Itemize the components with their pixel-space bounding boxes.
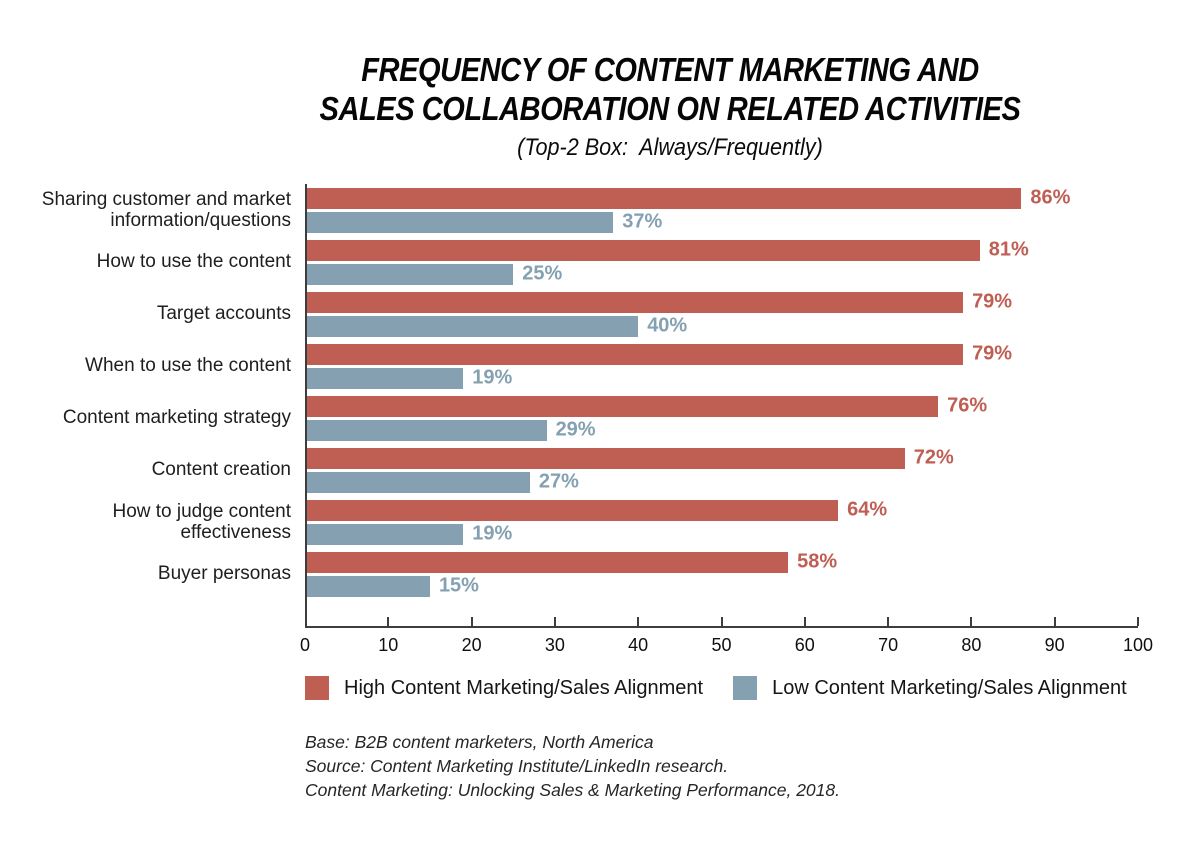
tick-mark <box>803 617 806 626</box>
category-row: Target accounts 79% 40% <box>30 288 1138 340</box>
bar-low: 15% <box>305 575 479 597</box>
bar-low: 19% <box>305 523 512 545</box>
bar-group: 86% 37% <box>305 184 1138 236</box>
x-axis-labels: 0 10 20 30 40 50 60 70 80 90 100 <box>30 628 1153 660</box>
plot-area: Sharing customer and market information/… <box>30 184 1139 628</box>
legend-label-high: High Content Marketing/Sales Alignment <box>344 676 704 699</box>
bar-low: 27% <box>305 471 579 493</box>
category-label: Target accounts <box>156 303 291 325</box>
bar-group: 64% 19% <box>305 496 1138 548</box>
bar-low: 29% <box>305 419 596 441</box>
legend-item-high: High Content Marketing/Sales Alignment <box>305 676 703 700</box>
tick-mark <box>970 617 973 626</box>
category-row: How to judge content effectiveness 64% 19% <box>30 496 1138 548</box>
value-label-high: 72% <box>913 446 954 469</box>
value-label-high: 81% <box>988 238 1029 261</box>
value-label-low: 37% <box>622 210 663 233</box>
value-label-high: 58% <box>797 550 838 573</box>
bar-high: 79% <box>305 343 1012 365</box>
footnote-base: Base: B2B content marketers, North Ameri… <box>305 732 654 752</box>
chart-subtitle: (Top-2 Box: Always/Frequently) <box>517 134 823 161</box>
bar-high: 86% <box>305 187 1070 209</box>
tick-mark <box>553 617 556 626</box>
category-row: Buyer personas 58% 15% <box>30 548 1138 600</box>
tick-label: 90 <box>1044 635 1065 655</box>
bar-group: 81% 25% <box>305 236 1138 288</box>
value-label-high: 76% <box>947 394 988 417</box>
bar-group: 79% 19% <box>305 340 1138 392</box>
tick-mark <box>887 617 890 626</box>
category-row: When to use the content 79% 19% <box>30 340 1138 392</box>
tick-mark <box>1053 617 1056 626</box>
category-row: Sharing customer and market information/… <box>30 184 1138 236</box>
bar-low: 19% <box>305 367 512 389</box>
category-label: Buyer personas <box>157 563 291 585</box>
value-label-low: 25% <box>522 262 563 285</box>
value-label-high: 64% <box>847 498 888 521</box>
x-axis-line <box>305 626 1138 628</box>
value-label-low: 15% <box>438 574 479 597</box>
footnote-source: Source: Content Marketing Institute/Link… <box>305 756 729 776</box>
tick-label: 30 <box>544 635 565 655</box>
footnotes: Base: B2B content marketers, North Ameri… <box>305 730 1190 802</box>
category-label: Content creation <box>151 459 291 481</box>
category-label: How to judge content effectiveness <box>112 500 291 544</box>
tick-label: 10 <box>378 635 399 655</box>
legend-item-low: Low Content Marketing/Sales Alignment <box>733 676 1127 700</box>
title-block: FREQUENCY OF CONTENT MARKETING AND SALES… <box>150 0 1190 162</box>
bar-group: 58% 15% <box>305 548 1138 600</box>
bar-high: 58% <box>305 551 837 573</box>
bar-high: 81% <box>305 239 1029 261</box>
value-label-low: 29% <box>555 418 596 441</box>
category-label: How to use the content <box>96 251 291 273</box>
y-axis-line <box>305 184 307 628</box>
value-label-low: 19% <box>472 522 513 545</box>
tick-label: 80 <box>961 635 982 655</box>
tick-mark <box>637 617 640 626</box>
tick-label: 60 <box>794 635 815 655</box>
bar-low: 25% <box>305 263 562 285</box>
category-row: Content creation 72% 27% <box>30 444 1138 496</box>
category-row: Content marketing strategy 76% 29% <box>30 392 1138 444</box>
category-label: When to use the content <box>85 355 291 377</box>
tick-mark <box>470 617 473 626</box>
bar-high: 79% <box>305 291 1012 313</box>
tick-label: 20 <box>461 635 482 655</box>
legend-label-low: Low Content Marketing/Sales Alignment <box>772 676 1127 699</box>
value-label-high: 79% <box>972 290 1013 313</box>
legend-swatch-low-icon <box>733 676 758 700</box>
footnote-report: Content Marketing: Unlocking Sales & Mar… <box>305 780 840 800</box>
value-label-low: 40% <box>647 314 688 337</box>
value-label-high: 86% <box>1030 186 1071 209</box>
tick-mark <box>387 617 390 626</box>
category-row: How to use the content 81% 25% <box>30 236 1138 288</box>
bar-high: 64% <box>305 499 887 521</box>
legend: High Content Marketing/Sales Alignment L… <box>305 676 1190 700</box>
tick-label: 100 <box>1122 635 1154 655</box>
category-label: Sharing customer and market information/… <box>41 188 291 232</box>
value-label-high: 79% <box>972 342 1013 365</box>
bar-low: 37% <box>305 211 662 233</box>
bar-high: 72% <box>305 447 954 469</box>
bar-high: 76% <box>305 395 987 417</box>
category-label: Content marketing strategy <box>62 407 291 429</box>
tick-mark <box>1137 617 1139 626</box>
tick-label: 70 <box>878 635 899 655</box>
tick-label: 50 <box>711 635 732 655</box>
bar-group: 72% 27% <box>305 444 1138 496</box>
bar-group: 76% 29% <box>305 392 1138 444</box>
bar-low: 40% <box>305 315 687 337</box>
value-label-low: 19% <box>472 366 513 389</box>
bar-group: 79% 40% <box>305 288 1138 340</box>
chart-title-line-1: FREQUENCY OF CONTENT MARKETING AND <box>361 51 979 88</box>
tick-mark <box>720 617 723 626</box>
chart-title-line-2: SALES COLLABORATION ON RELATED ACTIVITIE… <box>319 90 1021 127</box>
legend-swatch-high-icon <box>305 676 329 700</box>
tick-label: 40 <box>628 635 649 655</box>
tick-label: 0 <box>299 635 311 655</box>
value-label-low: 27% <box>538 470 579 493</box>
